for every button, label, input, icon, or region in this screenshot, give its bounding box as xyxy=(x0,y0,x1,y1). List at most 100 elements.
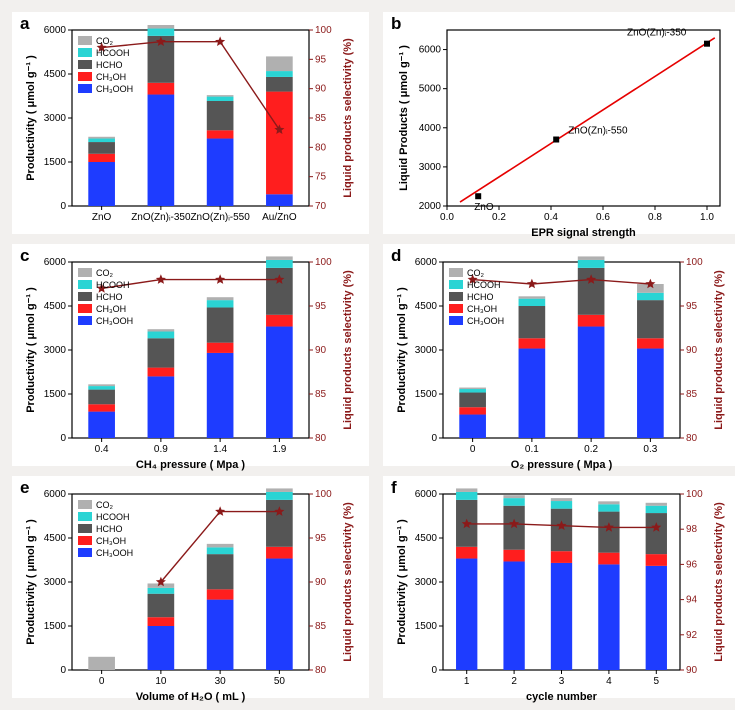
svg-text:3000: 3000 xyxy=(44,345,67,356)
chart-b: 0.00.20.40.60.81.020003000400050006000Zn… xyxy=(389,18,734,240)
svg-text:100: 100 xyxy=(315,257,332,268)
svg-text:2: 2 xyxy=(511,676,517,687)
svg-text:80: 80 xyxy=(686,433,698,444)
svg-text:6000: 6000 xyxy=(415,489,438,500)
svg-text:0: 0 xyxy=(60,201,66,212)
svg-text:CH₃OOH: CH₃OOH xyxy=(96,84,133,94)
svg-text:90: 90 xyxy=(686,345,698,356)
svg-text:0: 0 xyxy=(99,676,105,687)
svg-text:1.9: 1.9 xyxy=(272,444,286,455)
svg-text:HCHO: HCHO xyxy=(96,524,123,534)
svg-text:85: 85 xyxy=(315,621,327,632)
svg-text:30: 30 xyxy=(215,676,227,687)
svg-text:100: 100 xyxy=(315,25,332,36)
svg-text:100: 100 xyxy=(686,257,703,268)
svg-text:Au/ZnO: Au/ZnO xyxy=(262,212,297,223)
svg-text:HCOOH: HCOOH xyxy=(467,280,501,290)
panel-b: b0.00.20.40.60.81.020003000400050006000Z… xyxy=(383,12,735,234)
svg-text:1: 1 xyxy=(464,676,470,687)
svg-text:96: 96 xyxy=(686,559,698,570)
svg-text:ZnO(Zn)ᵢ-550: ZnO(Zn)ᵢ-550 xyxy=(568,126,628,137)
svg-text:CH₃OOH: CH₃OOH xyxy=(467,316,504,326)
svg-text:Liquid products selectivity (%: Liquid products selectivity (%) xyxy=(713,502,725,662)
svg-text:10: 10 xyxy=(155,676,167,687)
svg-text:CH₃OOH: CH₃OOH xyxy=(96,316,133,326)
svg-text:6000: 6000 xyxy=(419,45,442,56)
svg-text:100: 100 xyxy=(315,489,332,500)
svg-text:85: 85 xyxy=(315,113,327,124)
svg-text:70: 70 xyxy=(315,201,327,212)
figure-grid: a01500300045006000707580859095100ZnOZnO(… xyxy=(12,12,723,698)
panel-label-f: f xyxy=(391,478,397,498)
svg-text:HCHO: HCHO xyxy=(96,292,123,302)
svg-text:3000: 3000 xyxy=(415,577,438,588)
svg-text:CO₂: CO₂ xyxy=(96,36,114,46)
svg-text:Liquid products selectivity (%: Liquid products selectivity (%) xyxy=(713,270,725,430)
svg-text:0.0: 0.0 xyxy=(440,212,454,223)
svg-text:85: 85 xyxy=(315,389,327,400)
svg-text:CO₂: CO₂ xyxy=(96,268,114,278)
svg-text:3000: 3000 xyxy=(415,345,438,356)
svg-text:1500: 1500 xyxy=(44,621,67,632)
chart-c: 01500300045006000808590951000.40.91.41.9… xyxy=(18,250,363,472)
svg-text:98: 98 xyxy=(686,524,698,535)
svg-text:0: 0 xyxy=(431,433,437,444)
svg-text:0.1: 0.1 xyxy=(525,444,539,455)
svg-text:90: 90 xyxy=(315,577,327,588)
svg-text:5000: 5000 xyxy=(419,84,442,95)
svg-text:95: 95 xyxy=(686,301,698,312)
svg-text:50: 50 xyxy=(274,676,286,687)
svg-text:CH₄ pressure ( Mpa ): CH₄ pressure ( Mpa ) xyxy=(136,459,245,471)
svg-text:6000: 6000 xyxy=(44,25,67,36)
svg-text:4500: 4500 xyxy=(415,301,438,312)
svg-text:EPR signal strength: EPR signal strength xyxy=(531,227,636,239)
panel-label-d: d xyxy=(391,246,401,266)
chart-d: 015003000450060008085909510000.10.20.3Pr… xyxy=(389,250,734,472)
svg-text:0.3: 0.3 xyxy=(643,444,657,455)
svg-text:1500: 1500 xyxy=(415,621,438,632)
svg-text:1500: 1500 xyxy=(415,389,438,400)
svg-text:90: 90 xyxy=(315,345,327,356)
svg-text:3000: 3000 xyxy=(419,162,442,173)
svg-text:CO₂: CO₂ xyxy=(96,500,114,510)
svg-text:3000: 3000 xyxy=(44,113,67,124)
svg-text:ZnO: ZnO xyxy=(92,212,112,223)
svg-text:94: 94 xyxy=(686,595,698,606)
panel-c: c01500300045006000808590951000.40.91.41.… xyxy=(12,244,369,466)
svg-text:Volume of H₂O ( mL ): Volume of H₂O ( mL ) xyxy=(136,691,246,703)
svg-text:4500: 4500 xyxy=(44,69,67,80)
svg-text:1.0: 1.0 xyxy=(700,212,714,223)
svg-text:0.2: 0.2 xyxy=(584,444,598,455)
svg-text:4500: 4500 xyxy=(415,533,438,544)
svg-text:95: 95 xyxy=(315,533,327,544)
chart-f: 01500300045006000909294969810012345Produ… xyxy=(389,482,734,704)
svg-text:100: 100 xyxy=(686,489,703,500)
svg-text:4000: 4000 xyxy=(419,123,442,134)
svg-text:Liquid products selectivity (%: Liquid products selectivity (%) xyxy=(342,38,354,198)
svg-text:4: 4 xyxy=(606,676,612,687)
svg-text:92: 92 xyxy=(686,630,698,641)
svg-text:4500: 4500 xyxy=(44,533,67,544)
svg-text:Productivity ( μmol g⁻¹ ): Productivity ( μmol g⁻¹ ) xyxy=(25,519,37,645)
svg-text:ZnO(Zn)ᵢ-350: ZnO(Zn)ᵢ-350 xyxy=(627,28,687,39)
svg-text:0.4: 0.4 xyxy=(544,212,558,223)
svg-text:Productivity ( μmol g⁻¹ ): Productivity ( μmol g⁻¹ ) xyxy=(25,287,37,413)
svg-text:ZnO(Zn)ᵢ-350: ZnO(Zn)ᵢ-350 xyxy=(131,212,191,223)
panel-a: a01500300045006000707580859095100ZnOZnO(… xyxy=(12,12,369,234)
svg-text:CH₃OOH: CH₃OOH xyxy=(96,548,133,558)
svg-text:Liquid products selectivity (%: Liquid products selectivity (%) xyxy=(342,502,354,662)
svg-text:80: 80 xyxy=(315,142,327,153)
svg-text:0: 0 xyxy=(431,665,437,676)
svg-text:6000: 6000 xyxy=(44,257,67,268)
svg-text:CH₃OH: CH₃OH xyxy=(96,304,126,314)
svg-text:Productivity ( μmol g⁻¹ ): Productivity ( μmol g⁻¹ ) xyxy=(396,519,408,645)
svg-text:HCOOH: HCOOH xyxy=(96,512,130,522)
panel-e: e01500300045006000808590951000103050Prod… xyxy=(12,476,369,698)
svg-text:90: 90 xyxy=(686,665,698,676)
svg-text:ZnO: ZnO xyxy=(474,202,494,213)
svg-text:CH₃OH: CH₃OH xyxy=(467,304,497,314)
svg-text:cycle number: cycle number xyxy=(526,691,598,703)
svg-text:Liquid products selectivity (%: Liquid products selectivity (%) xyxy=(342,270,354,430)
svg-text:0.2: 0.2 xyxy=(492,212,506,223)
svg-text:HCHO: HCHO xyxy=(96,60,123,70)
